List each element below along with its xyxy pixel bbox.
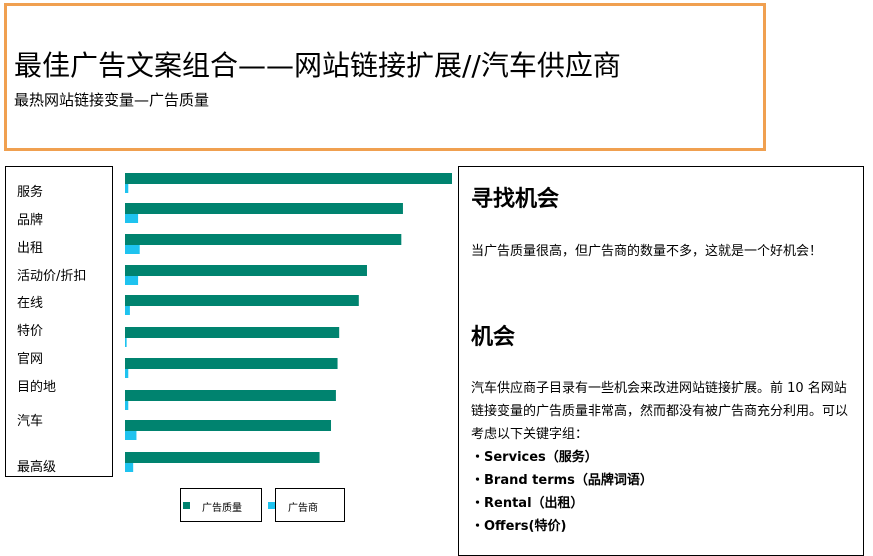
legend-item-ad-quality: 广告质量 bbox=[180, 488, 262, 522]
bar-advertisers bbox=[125, 369, 129, 378]
bar-chart bbox=[125, 173, 452, 472]
bar-ad-quality bbox=[125, 327, 340, 338]
keyword-group-item: ・Services（服务） bbox=[471, 450, 598, 465]
category-tick-label: 特价 bbox=[17, 324, 44, 339]
category-tick-label: 目的地 bbox=[17, 380, 57, 395]
bar-ad-quality bbox=[125, 234, 402, 245]
keyword-group-item: ・Brand terms（品牌词语） bbox=[471, 473, 653, 488]
bar-advertisers bbox=[125, 306, 130, 315]
bar-ad-quality bbox=[125, 452, 320, 463]
legend-label-advertisers: 广告商 bbox=[288, 503, 318, 514]
category-tick-label: 服务 bbox=[17, 185, 44, 200]
opportunity-heading-find: 寻找机会 bbox=[471, 186, 560, 212]
category-tick-label: 活动价/折扣 bbox=[17, 269, 87, 284]
opportunity-body-text: 汽车供应商子目录有一些机会来改进网站链接扩展。前 10 名网站链接变量的广告质量… bbox=[471, 381, 849, 442]
bar-ad-quality bbox=[125, 265, 367, 276]
legend-label-ad-quality: 广告质量 bbox=[202, 503, 242, 514]
bar-advertisers bbox=[125, 401, 129, 410]
bar-advertisers bbox=[125, 245, 140, 254]
bar-ad-quality bbox=[125, 173, 452, 184]
bar-ad-quality bbox=[125, 203, 403, 214]
page-subtitle: 最热网站链接变量—广告质量 bbox=[14, 91, 210, 109]
category-tick-label: 出租 bbox=[17, 241, 44, 256]
category-tick-label: 汽车 bbox=[17, 414, 44, 429]
category-tick-label: 官网 bbox=[17, 352, 44, 367]
bar-advertisers bbox=[125, 431, 137, 440]
keyword-group-list: ・Services（服务） ・Brand terms（品牌词语） ・Rental… bbox=[471, 446, 653, 538]
bar-ad-quality bbox=[125, 358, 338, 369]
header-box bbox=[4, 3, 766, 151]
bar-ad-quality bbox=[125, 295, 359, 306]
page-title: 最佳广告文案组合——网站链接扩展//汽车供应商 bbox=[14, 49, 621, 82]
bar-ad-quality bbox=[125, 390, 336, 401]
bar-advertisers bbox=[125, 276, 139, 285]
category-tick-label: 在线 bbox=[17, 296, 44, 311]
opportunity-panel: 寻找机会 当广告质量很高，但广告商的数量不多，这就是一个好机会！ 机会 汽车供应… bbox=[458, 166, 864, 556]
legend-swatch-ad-quality bbox=[183, 502, 190, 509]
bar-ad-quality bbox=[125, 420, 332, 431]
bar-advertisers bbox=[125, 463, 134, 472]
opportunity-intro-text: 当广告质量很高，但广告商的数量不多，这就是一个好机会！ bbox=[471, 244, 823, 259]
keyword-group-item: ・Offers(特价) bbox=[471, 519, 567, 534]
chart-legend: 广告质量 广告商 bbox=[180, 488, 345, 522]
keyword-group-item: ・Rental（出租） bbox=[471, 496, 584, 511]
category-tick-label: 品牌 bbox=[17, 213, 44, 228]
legend-item-advertisers: 广告商 bbox=[268, 488, 345, 522]
bar-advertisers bbox=[125, 184, 129, 193]
bar-advertisers bbox=[125, 338, 127, 347]
category-tick-label: 最高级 bbox=[17, 460, 57, 475]
category-label-box: 服务品牌出租活动价/折扣 在线特价官网目的地汽车最高级 bbox=[5, 166, 113, 477]
bar-advertisers bbox=[125, 214, 139, 223]
legend-swatch-advertisers bbox=[268, 502, 275, 509]
opportunity-heading: 机会 bbox=[471, 324, 516, 350]
